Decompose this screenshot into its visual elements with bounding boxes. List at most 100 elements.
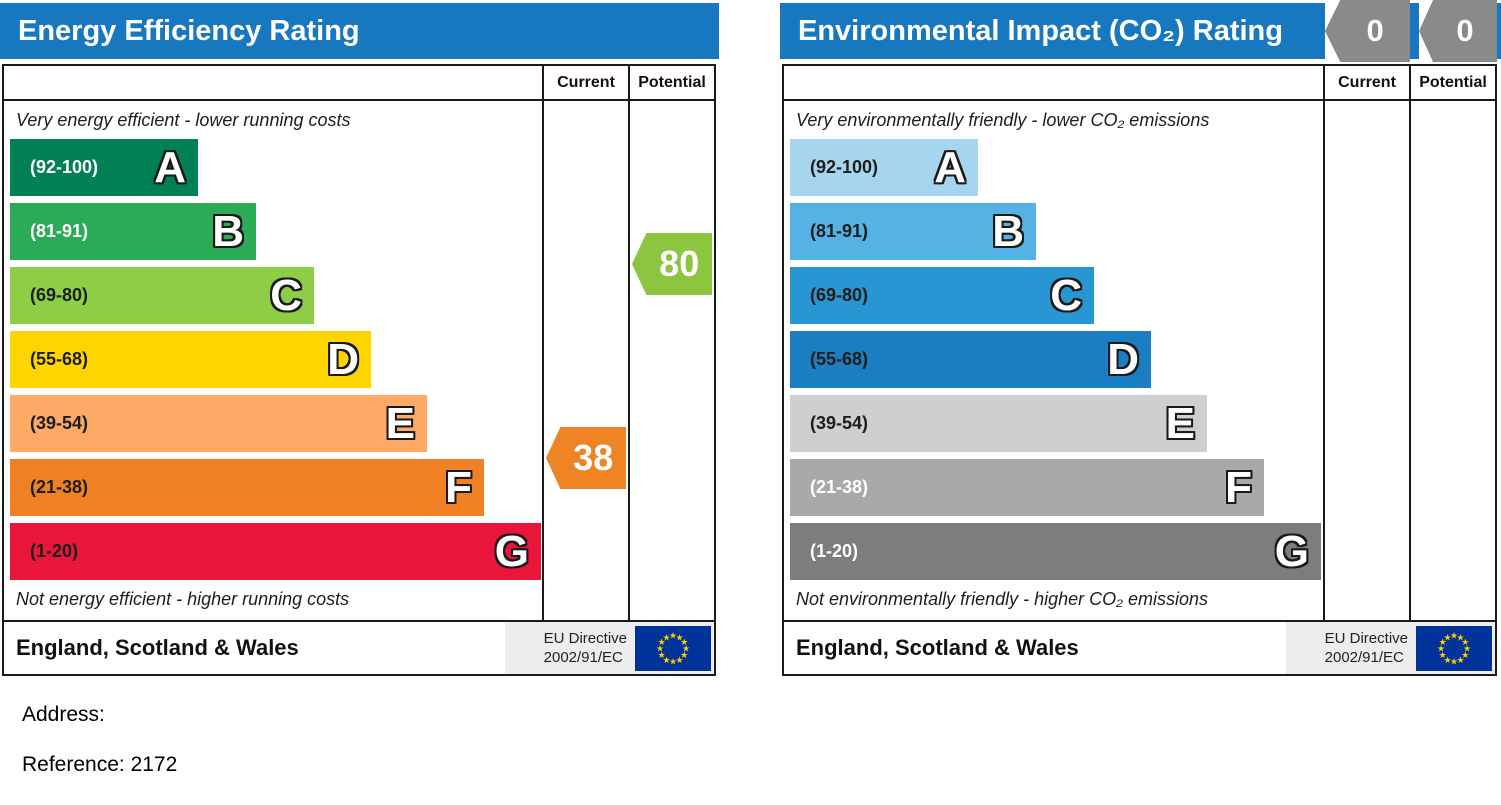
band-letter: F <box>1225 463 1252 512</box>
band-range-label: (69-80) <box>30 285 89 305</box>
header-bar <box>0 3 719 59</box>
left-arrow-icon <box>632 233 712 295</box>
band-letter: D <box>1107 335 1139 384</box>
band-letter: A <box>154 143 186 192</box>
svg-text:★: ★ <box>656 643 664 653</box>
band-letter: D <box>327 335 359 384</box>
header-spacer <box>784 66 1323 99</box>
svg-text:★: ★ <box>1443 655 1451 665</box>
rating-band-d: (55-68) D <box>10 331 371 388</box>
band-range-label: (92-100) <box>30 157 99 177</box>
svg-text:★: ★ <box>675 655 683 665</box>
svg-text:★: ★ <box>675 632 683 642</box>
potential-column-divider <box>628 101 630 620</box>
top-note: Very environmentally friendly - lower CO… <box>796 110 1210 130</box>
rating-band-b: (81-91) B <box>10 203 256 260</box>
directive-line2: 2002/91/EC <box>543 649 623 666</box>
band-letter: F <box>445 463 472 512</box>
header-spacer <box>4 66 542 99</box>
rating-band-f: (21-38) F <box>10 459 484 516</box>
band-letter: A <box>934 143 966 192</box>
band-letter: B <box>212 207 244 256</box>
region-label: England, Scotland & Wales <box>784 622 1286 674</box>
rating-scale-body: Very environmentally friendly - lower CO… <box>784 101 1495 620</box>
band-range-label: (1-20) <box>810 541 859 561</box>
table-header-row: Current Potential <box>4 66 714 101</box>
eu-directive-text: EU Directive 2002/91/EC <box>544 629 627 668</box>
bottom-note: Not environmentally friendly - higher CO… <box>796 589 1209 609</box>
band-range-label: (39-54) <box>810 413 869 433</box>
region-label: England, Scotland & Wales <box>4 622 505 674</box>
band-range-label: (81-91) <box>810 221 869 241</box>
current-column-divider <box>542 101 544 620</box>
bottom-note: Not energy efficient - higher running co… <box>16 589 350 609</box>
svg-text:★: ★ <box>658 650 666 660</box>
band-letter: C <box>270 271 302 320</box>
rating-band-b: (81-91) B <box>790 203 1036 260</box>
band-range-label: (55-68) <box>810 349 869 369</box>
svg-text:★: ★ <box>669 656 677 666</box>
environmental-impact-header: Environmental Impact (CO₂) Rating 0 0 <box>780 0 1501 62</box>
svg-text:★: ★ <box>1439 650 1447 660</box>
eu-flag-icon: ★★★★★★★★★★★★ <box>635 625 711 671</box>
rating-band-g: (1-20) G <box>790 523 1321 580</box>
rating-band-d: (55-68) D <box>790 331 1151 388</box>
address-line: Address: <box>22 703 105 727</box>
current-column-header: Current <box>542 66 628 99</box>
directive-line2: 2002/91/EC <box>1324 649 1404 666</box>
table-footer-row: England, Scotland & Wales EU Directive 2… <box>4 620 714 674</box>
potential-rating-value: 80 <box>659 243 700 284</box>
left-arrow-icon <box>546 427 626 489</box>
eu-directive-box: EU Directive 2002/91/EC ★ ★ ★ ★ ★ ★ ★ ★ ★ ★ ★ ★ <box>505 622 714 674</box>
band-range-label: (21-38) <box>30 477 89 497</box>
band-range-label: (21-38) <box>810 477 869 497</box>
potential-column-divider <box>1409 101 1411 620</box>
band-range-label: (69-80) <box>810 285 869 305</box>
svg-text:★: ★ <box>1461 650 1469 660</box>
energy-efficiency-table: Current Potential Very energy efficient … <box>2 64 716 676</box>
svg-text:★: ★ <box>1450 630 1458 640</box>
table-footer-row: England, Scotland & Wales EU Directive 2… <box>784 620 1495 674</box>
band-range-label: (81-91) <box>30 221 89 241</box>
potential-rating-pointer: 80 <box>632 233 712 295</box>
band-letter: G <box>1274 527 1309 576</box>
eu-flag-icon: ★★★★★★★★★★★★ <box>1416 625 1492 671</box>
band-letter: G <box>494 527 529 576</box>
environmental-impact-panel: Environmental Impact (CO₂) Rating 0 0 Cu… <box>780 0 1501 676</box>
rating-band-g: (1-20) G <box>10 523 541 580</box>
environmental-impact-title: Environmental Impact (CO₂) Rating <box>798 15 1283 47</box>
current-column-divider <box>1323 101 1325 620</box>
band-range-label: (1-20) <box>30 541 79 561</box>
svg-text:★: ★ <box>662 632 670 642</box>
potential-column-header: Potential <box>628 66 714 99</box>
current-column-header: Current <box>1323 66 1409 99</box>
energy-efficiency-panel: Energy Efficiency Rating Current Potenti… <box>0 0 719 676</box>
svg-text:★: ★ <box>680 637 688 647</box>
band-letter: E <box>385 399 415 448</box>
co2-current-badge: 0 <box>1325 0 1410 62</box>
energy-efficiency-title: Energy Efficiency Rating <box>18 15 360 47</box>
directive-line1: EU Directive <box>543 629 627 647</box>
svg-text:★: ★ <box>658 637 666 647</box>
reference-value: 2172 <box>130 753 178 776</box>
rating-band-e: (39-54) E <box>790 395 1207 452</box>
energy-efficiency-header: Energy Efficiency Rating <box>0 0 719 62</box>
svg-text:★: ★ <box>1437 643 1445 653</box>
reference-line: Reference: 2172 <box>22 753 177 777</box>
table-header-row: Current Potential <box>784 66 1495 101</box>
eu-directive-text: EU Directive 2002/91/EC <box>1325 629 1408 668</box>
co2-current-value: 0 <box>1366 13 1384 48</box>
rating-band-e: (39-54) E <box>10 395 427 452</box>
potential-column-header: Potential <box>1409 66 1495 99</box>
svg-text:★: ★ <box>1450 656 1458 666</box>
svg-text:★: ★ <box>1456 655 1464 665</box>
address-label: Address: <box>22 703 105 726</box>
current-rating-value: 38 <box>573 437 614 478</box>
svg-text:★: ★ <box>662 655 670 665</box>
band-letter: C <box>1050 271 1082 320</box>
co2-potential-badge: 0 <box>1419 0 1497 62</box>
band-letter: E <box>1165 399 1195 448</box>
eu-directive-box: EU Directive 2002/91/EC ★ ★ ★ ★ ★ ★ ★ ★ ★ ★ ★ ★ <box>1286 622 1495 674</box>
rating-band-a: (92-100) A <box>10 139 198 196</box>
svg-text:★: ★ <box>682 643 690 653</box>
